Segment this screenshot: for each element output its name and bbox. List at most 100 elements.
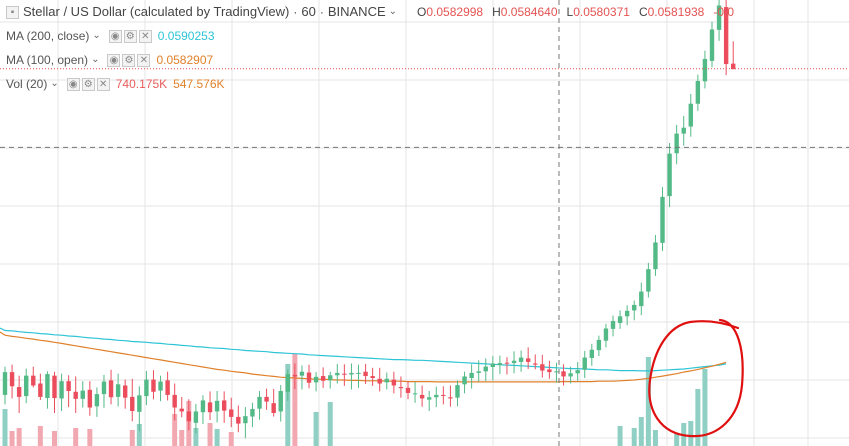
- close-icon[interactable]: ✕: [137, 53, 151, 67]
- candle-body: [398, 387, 404, 389]
- indicator-legend-ma100[interactable]: MA (100, open) ⌄ ◉ ⚙ ✕ 0.0582907: [6, 53, 213, 67]
- interval-label: 60: [301, 4, 316, 19]
- candle-body: [165, 380, 170, 395]
- indicator-label: MA (100, open): [6, 53, 89, 67]
- candle-body: [596, 339, 602, 351]
- chevron-down-icon[interactable]: ⌄: [388, 6, 398, 17]
- collapse-icon[interactable]: ▪: [6, 5, 19, 19]
- candle-body: [2, 372, 8, 395]
- chevron-down-icon[interactable]: ⌄: [92, 30, 101, 41]
- candle-body: [681, 127, 686, 134]
- chevron-down-icon[interactable]: ⌄: [50, 78, 59, 89]
- volume-bar: [631, 428, 637, 446]
- candle-body: [87, 389, 93, 408]
- candle-body: [441, 394, 446, 396]
- candle-body: [497, 363, 503, 366]
- volume-bar: [292, 354, 298, 446]
- candles: [2, 0, 736, 439]
- volume-bar: [645, 357, 651, 446]
- close-icon[interactable]: ✕: [96, 77, 110, 91]
- volume-bar: [179, 430, 185, 446]
- indicator-legend-volume[interactable]: Vol (20) ⌄ ◉ ⚙ ✕ 740.175K 547.576K: [6, 77, 225, 91]
- candle-body: [702, 58, 708, 82]
- volume-bar: [207, 423, 213, 446]
- candle-body: [716, 5, 722, 30]
- candle-body: [674, 133, 679, 154]
- candle-body: [144, 379, 149, 397]
- candle-body: [292, 374, 298, 377]
- eye-icon[interactable]: ◉: [66, 77, 80, 91]
- candle-body: [186, 411, 192, 422]
- candle-body: [236, 416, 241, 424]
- open-value: O0.0582998: [417, 5, 484, 19]
- candle-body: [646, 269, 651, 292]
- candle-body: [617, 316, 623, 324]
- change-value: -0.0: [713, 5, 735, 19]
- symbol-legend[interactable]: ▪ Stellar / US Dollar (calculated by Tra…: [6, 5, 734, 19]
- volume-bar: [688, 421, 694, 446]
- candle-body: [179, 408, 184, 412]
- candle-body: [554, 371, 559, 373]
- volume-bar: [9, 431, 15, 446]
- volume-bar: [193, 428, 199, 446]
- volume-bar: [51, 431, 57, 446]
- candle-body: [448, 397, 453, 399]
- candle-body: [469, 372, 474, 379]
- candle-body: [356, 372, 361, 374]
- volume-bar: [228, 432, 234, 446]
- volume-bar: [214, 429, 220, 446]
- candle-body: [483, 366, 488, 372]
- candle-body: [221, 400, 227, 411]
- candle-body: [214, 400, 220, 412]
- candle-body: [723, 7, 729, 65]
- candle-body: [688, 103, 693, 127]
- candle-body: [59, 381, 64, 399]
- indicator-legend-ma200[interactable]: MA (200, close) ⌄ ◉ ⚙ ✕ 0.0590253: [6, 29, 215, 43]
- volume-bar: [702, 369, 708, 446]
- low-value: L0.0580371: [566, 5, 630, 19]
- candle-body: [122, 385, 128, 398]
- volume-bar: [16, 428, 22, 446]
- candle-body: [533, 363, 538, 365]
- candle-body: [250, 409, 255, 417]
- indicator-label: MA (200, close): [6, 29, 90, 43]
- candle-body: [377, 378, 382, 384]
- candle-body: [151, 379, 156, 392]
- candle-body: [391, 379, 397, 386]
- volume-bars: [2, 354, 708, 446]
- volume-bar: [37, 426, 43, 446]
- candle-body: [257, 396, 262, 409]
- candle-body: [384, 378, 389, 383]
- ohlc-values: O0.0582998 H0.0584640 L0.0580371 C0.0581…: [417, 5, 734, 19]
- volume-bar: [2, 409, 8, 446]
- candle-body: [38, 383, 43, 397]
- candle-body: [66, 381, 71, 391]
- volume-ma-value: 547.576K: [173, 77, 225, 91]
- candle-body: [547, 369, 552, 373]
- candle-body: [158, 381, 163, 391]
- candle-body: [335, 372, 340, 376]
- candle-body: [568, 373, 573, 377]
- candle-body: [285, 374, 290, 392]
- gear-icon[interactable]: ⚙: [123, 29, 137, 43]
- candle-body: [313, 376, 319, 383]
- eye-icon[interactable]: ◉: [107, 53, 121, 67]
- volume-bar: [638, 417, 644, 446]
- chevron-down-icon[interactable]: ⌄: [91, 54, 100, 65]
- candle-body: [278, 390, 283, 412]
- eye-icon[interactable]: ◉: [108, 29, 122, 43]
- candle-body: [427, 397, 432, 400]
- candle-body: [490, 363, 496, 368]
- candle-body: [207, 402, 213, 413]
- gear-icon[interactable]: ⚙: [122, 53, 136, 67]
- close-icon[interactable]: ✕: [138, 29, 152, 43]
- volume-bar: [313, 412, 319, 446]
- candle-body: [405, 387, 411, 393]
- candle-body: [137, 395, 142, 412]
- gear-icon[interactable]: ⚙: [81, 77, 95, 91]
- candle-body: [624, 310, 630, 317]
- candle-body: [632, 304, 637, 311]
